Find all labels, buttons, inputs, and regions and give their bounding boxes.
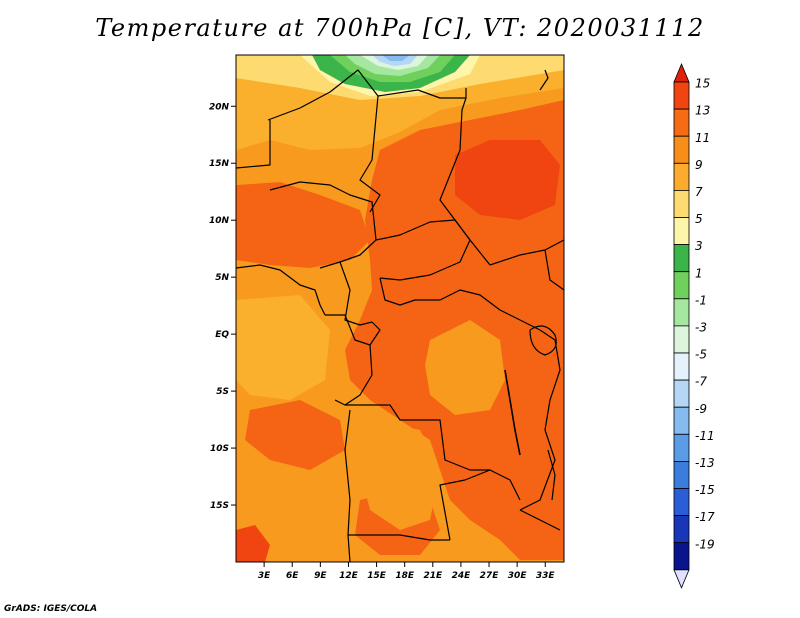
colorbar-label: -5 bbox=[695, 348, 707, 362]
border-zambia bbox=[439, 469, 521, 541]
colorbar-label: -17 bbox=[695, 510, 715, 524]
field-deep-orange-west bbox=[236, 182, 370, 268]
x-tick-label: 3E bbox=[258, 571, 271, 581]
x-tick-label: 9E bbox=[314, 571, 327, 581]
x-tick-label: 30E bbox=[508, 571, 528, 581]
colorbar-label: 11 bbox=[695, 131, 710, 145]
border-car bbox=[375, 219, 471, 281]
colorbar-box bbox=[673, 379, 690, 408]
colorbar-box bbox=[673, 217, 690, 246]
chart-title: Temperature at 700hPa [C], VT: 202003111… bbox=[95, 14, 705, 42]
colorbar-box bbox=[673, 515, 690, 544]
temperature-field bbox=[236, 55, 564, 562]
field-light-west-coast bbox=[236, 295, 330, 400]
colorbar-label: -7 bbox=[695, 375, 707, 389]
border-cameroon bbox=[339, 261, 373, 326]
colorbar-label: 13 bbox=[695, 104, 710, 118]
x-tick-label: 24E bbox=[452, 571, 472, 581]
border-congo bbox=[334, 344, 373, 406]
border-niger-chad bbox=[359, 95, 381, 213]
border-nile bbox=[539, 69, 549, 91]
colorbar-box bbox=[673, 542, 690, 571]
border-namibia bbox=[347, 534, 351, 562]
colorbar-box bbox=[673, 352, 690, 381]
border-gabon bbox=[325, 314, 381, 346]
x-tick-label: 6E bbox=[286, 571, 299, 581]
colorbar-box bbox=[673, 433, 690, 462]
border-lake-tanganyika bbox=[504, 369, 521, 456]
y-tick-label: 15N bbox=[209, 159, 230, 169]
border-lake-victoria bbox=[529, 325, 557, 356]
border-nigeria bbox=[269, 181, 377, 269]
colorbar-label: 9 bbox=[695, 158, 703, 172]
field-cold-blue2 bbox=[382, 55, 410, 61]
colorbar-box bbox=[673, 81, 690, 110]
x-tick-label: 21E bbox=[423, 571, 443, 581]
border-ethiopia bbox=[544, 249, 564, 291]
field-deep-orange-sw bbox=[245, 400, 345, 470]
border-mozambique bbox=[519, 509, 561, 531]
x-tick-label: 12E bbox=[339, 571, 359, 581]
map-frame bbox=[235, 54, 565, 563]
y-tick-label: 10N bbox=[209, 216, 230, 226]
field-warm-southwest bbox=[236, 525, 270, 562]
country-borders bbox=[236, 69, 564, 562]
y-tick-label: 5S bbox=[216, 387, 229, 397]
x-tick-label: 33E bbox=[536, 571, 556, 581]
colorbar-label: -1 bbox=[695, 293, 707, 307]
grads-credit: GrADS: IGES/COLA bbox=[4, 604, 98, 614]
colorbar-box bbox=[673, 488, 690, 517]
colorbar-box bbox=[673, 244, 690, 273]
colorbar-label: 7 bbox=[695, 185, 703, 199]
y-tick-label: 15S bbox=[210, 501, 229, 511]
field-light-south bbox=[360, 420, 440, 530]
colorbar-box bbox=[673, 162, 690, 191]
y-tick-label: 20N bbox=[209, 102, 230, 112]
y-tick-label: 10S bbox=[210, 444, 229, 454]
x-axis: 3E 6E 9E 12E 15E 18E 21E 24E 27E 30E 33E bbox=[258, 562, 556, 581]
colorbar-label: -9 bbox=[695, 402, 707, 416]
colorbar-box bbox=[673, 325, 690, 354]
border-drc-north bbox=[379, 277, 521, 321]
border-east bbox=[519, 319, 561, 511]
y-axis: 20N 15N 10N 5N EQ 5S 10S 15S bbox=[209, 102, 236, 511]
colorbar-label: -13 bbox=[695, 456, 715, 470]
colorbar-box bbox=[673, 108, 690, 137]
colorbar-box bbox=[673, 189, 690, 218]
colorbar-label: 15 bbox=[695, 77, 710, 91]
colorbar-top-arrow bbox=[673, 62, 690, 83]
colorbar-label: -15 bbox=[695, 483, 715, 497]
colorbar-box bbox=[673, 406, 690, 435]
border-sudan-ss bbox=[489, 239, 564, 266]
border-drc-west bbox=[345, 404, 490, 471]
colorbar-label: -19 bbox=[695, 537, 715, 551]
x-tick-label: 15E bbox=[367, 571, 387, 581]
colorbar-label: -11 bbox=[695, 429, 715, 443]
colorbar-box bbox=[673, 271, 690, 300]
field-light-upper-west bbox=[236, 150, 330, 185]
colorbar-box bbox=[673, 460, 690, 489]
x-tick-label: 27E bbox=[480, 571, 500, 581]
colorbar-label: -3 bbox=[695, 320, 707, 334]
x-tick-label: 18E bbox=[395, 571, 415, 581]
border-sahel bbox=[236, 120, 271, 169]
field-light-center bbox=[425, 320, 505, 415]
colorbar-label: 1 bbox=[695, 266, 703, 280]
y-tick-label: EQ bbox=[215, 330, 229, 340]
colorbar-bottom-arrow bbox=[673, 569, 690, 589]
border-coast-west bbox=[236, 264, 326, 316]
border-lake-malawi bbox=[547, 449, 556, 501]
colorbar-label: 5 bbox=[695, 212, 703, 226]
colorbar-box bbox=[673, 135, 690, 164]
field-warm-northeast bbox=[455, 140, 560, 220]
colorbar-label: 3 bbox=[695, 239, 703, 253]
colorbar-box bbox=[673, 298, 690, 327]
y-tick-label: 5N bbox=[215, 273, 229, 283]
colorbar: 15 13 11 9 7 5 3 1 -1 -3 -5 -7 -9 -11 -13 -15 -17 -19 bbox=[673, 62, 715, 589]
